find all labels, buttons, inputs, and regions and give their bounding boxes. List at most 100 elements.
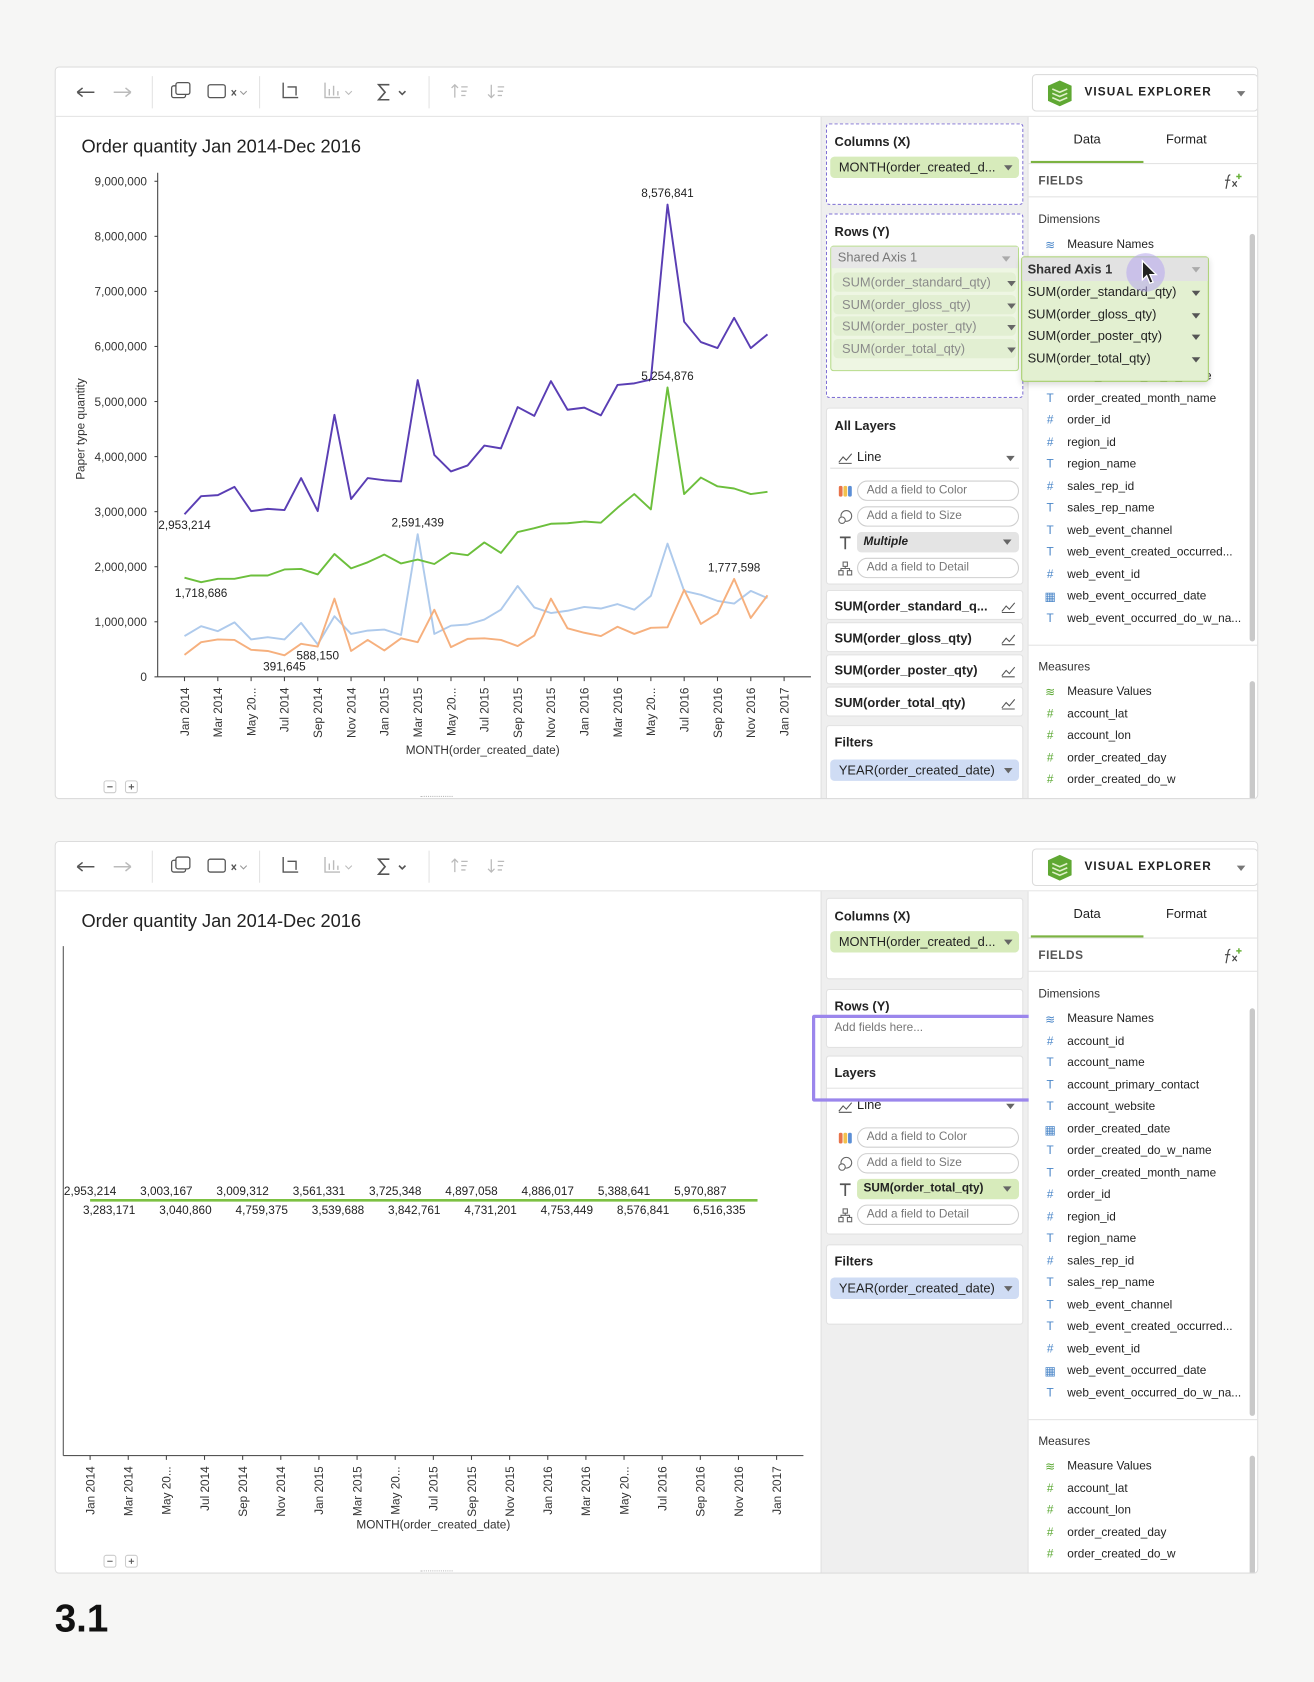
forward-button[interactable]	[113, 87, 132, 98]
line-icon	[1001, 602, 1016, 614]
field-item[interactable]: web_event_channel	[1067, 523, 1173, 537]
field-item[interactable]: web_event_channel	[1067, 1298, 1173, 1312]
sort-ascending-button[interactable]	[451, 83, 468, 98]
fx-glyph	[1224, 174, 1238, 189]
detail-input[interactable]: Add a field to Detail	[857, 1204, 1020, 1225]
field-item[interactable]: order_id	[1067, 414, 1111, 427]
field-item[interactable]: web_event_occurred_do_w_na...	[1067, 1386, 1242, 1400]
color-input[interactable]: Add a field to Color	[857, 1127, 1020, 1148]
layer-item[interactable]	[825, 589, 1024, 620]
dropdown-caret	[1236, 91, 1246, 97]
color-icon	[838, 1131, 853, 1146]
field-pill[interactable]: YEAR(order_created_date)	[830, 759, 1020, 781]
field-item[interactable]: Measure Values	[1067, 685, 1152, 699]
field-item[interactable]: order_id	[1067, 1188, 1111, 1202]
field-item[interactable]: order_created_day	[1067, 1525, 1167, 1539]
x-axis-title: MONTH(order_created_date)	[406, 744, 560, 757]
format-tab[interactable]: Format	[1165, 906, 1207, 922]
sort-ascending-button[interactable]	[451, 858, 468, 873]
aggregate-button[interactable]	[376, 858, 390, 876]
sort-descending-button[interactable]	[487, 859, 505, 873]
label-pill[interactable]: SUM(order_total_qty)	[857, 1178, 1020, 1200]
color-input[interactable]: Add a field to Color	[857, 480, 1020, 501]
format-tab[interactable]: Format	[1165, 131, 1207, 147]
field-item[interactable]: account_id	[1067, 1034, 1125, 1048]
formula-button[interactable]	[1222, 946, 1243, 965]
field-item[interactable]: account_lon	[1067, 1503, 1131, 1517]
aggregate-button[interactable]	[376, 83, 390, 101]
back-button[interactable]	[76, 87, 95, 98]
field-item[interactable]: web_event_occurred_date	[1067, 589, 1207, 603]
label-pill[interactable]: Multiple	[857, 532, 1020, 553]
field-item[interactable]: order_created_month_name	[1067, 1166, 1217, 1180]
layer-mark-icon	[1001, 696, 1016, 710]
formula-button[interactable]	[1222, 172, 1243, 191]
field-item[interactable]: region_name	[1067, 1232, 1137, 1246]
field-item[interactable]: region_id	[1067, 436, 1116, 449]
field-item[interactable]: account_lat	[1067, 707, 1128, 721]
fields-column	[1028, 891, 1258, 1573]
data-tab[interactable]: Data	[1073, 906, 1101, 922]
field-item[interactable]: web_event_id	[1067, 567, 1141, 581]
layer-item[interactable]	[825, 622, 1024, 653]
field-item[interactable]: sales_rep_name	[1067, 1276, 1155, 1290]
field-item[interactable]: Measure Names	[1067, 1012, 1154, 1026]
detail-input[interactable]: Add a field to Detail	[857, 557, 1020, 579]
field-pill[interactable]: MONTH(order_created_d...	[830, 931, 1020, 953]
clear-chart-button[interactable]	[207, 84, 226, 99]
field-item[interactable]: web_event_occurred_date	[1067, 1364, 1207, 1378]
field-item[interactable]: order_created_date	[1067, 1122, 1171, 1136]
field-item[interactable]: web_event_created_occurred...	[1067, 545, 1233, 559]
layer-item[interactable]	[825, 654, 1024, 685]
line-mark-icon	[1001, 666, 1016, 678]
field-item[interactable]: account_website	[1067, 1100, 1156, 1114]
sort-descending-button[interactable]	[487, 84, 505, 99]
field-item[interactable]: region_name	[1067, 458, 1137, 471]
field-item[interactable]: Measure Values	[1067, 1459, 1152, 1473]
field-item[interactable]: account_name	[1067, 1056, 1145, 1070]
shelf-title: Layers	[834, 1065, 877, 1081]
back-button[interactable]	[76, 861, 95, 872]
swap-axes-button[interactable]	[282, 82, 299, 99]
visual-explorer-button[interactable]: VISUAL EXPLORER	[1031, 74, 1258, 112]
rows-placeholder[interactable]: Add fields here...	[834, 1021, 924, 1035]
series-line	[184, 533, 768, 646]
drop-highlight	[811, 1014, 1039, 1102]
size-input[interactable]: Add a field to Size	[857, 1153, 1020, 1174]
bar-options-button[interactable]	[324, 857, 341, 873]
data-tab[interactable]: Data	[1073, 131, 1101, 147]
row-field-pill[interactable]: SUM(order_total_qty)	[833, 338, 1016, 359]
layer-item[interactable]	[825, 686, 1024, 717]
field-item[interactable]: sales_rep_name	[1067, 502, 1155, 515]
dropdown-caret	[1002, 539, 1012, 545]
zoom-controls	[103, 780, 146, 795]
field-item[interactable]: order_created_day	[1067, 751, 1167, 765]
field-item[interactable]: order_created_do_w_name	[1067, 1144, 1212, 1158]
field-item[interactable]: order_created_do_w	[1067, 1547, 1176, 1561]
field-item[interactable]: order_created_month_name	[1067, 392, 1217, 405]
field-item[interactable]: account_lat	[1067, 1481, 1128, 1495]
field-item[interactable]: sales_rep_id	[1067, 480, 1135, 493]
bar-options-button[interactable]	[324, 82, 341, 99]
row-field-pill[interactable]: SUM(order_standard_qty)	[833, 272, 1016, 292]
mark-type-dropdown[interactable]	[830, 445, 1020, 469]
visual-explorer-button[interactable]: VISUAL EXPLORER	[1031, 848, 1258, 887]
field-item[interactable]: web_event_occurred_do_w_na...	[1067, 611, 1242, 625]
row-field-pill[interactable]: SUM(order_poster_qty)	[833, 316, 1016, 336]
field-pill[interactable]: MONTH(order_created_d...	[830, 156, 1020, 179]
field-item[interactable]: web_event_created_occurred...	[1067, 1320, 1233, 1334]
forward-button[interactable]	[113, 861, 132, 872]
field-type-icon: #	[1046, 729, 1054, 743]
field-item[interactable]: account_primary_contact	[1067, 1078, 1200, 1092]
field-item[interactable]: Measure Names	[1067, 238, 1154, 252]
field-item[interactable]: region_id	[1067, 1210, 1116, 1224]
field-item[interactable]: account_lon	[1067, 729, 1131, 743]
swap-axes-button[interactable]	[282, 857, 299, 873]
row-field-pill[interactable]: SUM(order_gloss_qty)	[833, 294, 1016, 314]
field-item[interactable]: sales_rep_id	[1067, 1254, 1135, 1268]
field-item[interactable]: web_event_id	[1067, 1342, 1141, 1356]
size-input[interactable]: Add a field to Size	[857, 506, 1020, 527]
field-item[interactable]: order_created_do_w	[1067, 773, 1176, 787]
field-pill[interactable]: YEAR(order_created_date)	[830, 1277, 1020, 1299]
clear-chart-button[interactable]	[207, 858, 226, 873]
